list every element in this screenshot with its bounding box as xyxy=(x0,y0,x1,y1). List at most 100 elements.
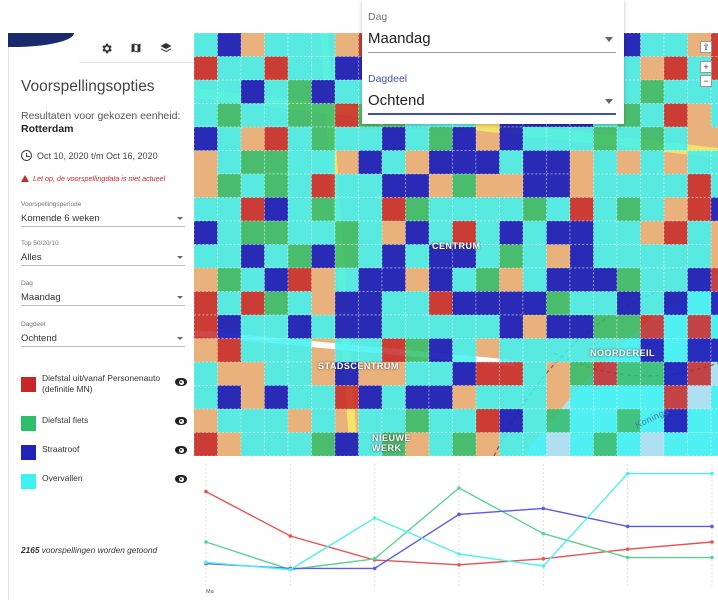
grid-cell[interactable] xyxy=(217,267,242,292)
grid-cell[interactable] xyxy=(663,173,688,198)
grid-cell[interactable] xyxy=(710,338,718,363)
grid-cell[interactable] xyxy=(217,244,242,269)
grid-cell[interactable] xyxy=(194,291,218,316)
grid-cell[interactable] xyxy=(287,33,312,57)
grid-cell[interactable] xyxy=(546,126,571,151)
grid-cell[interactable] xyxy=(475,361,500,386)
grid-cell[interactable] xyxy=(405,173,430,198)
grid-cell[interactable] xyxy=(687,173,712,198)
grid-cell[interactable] xyxy=(428,150,453,175)
grid-cell[interactable] xyxy=(616,267,641,292)
grid-cell[interactable] xyxy=(287,361,312,386)
grid-cell[interactable] xyxy=(569,314,594,339)
grid-cell[interactable] xyxy=(287,103,312,128)
grid-cell[interactable] xyxy=(452,338,477,363)
grid-cell[interactable] xyxy=(452,220,477,245)
grid-cell[interactable] xyxy=(452,291,477,316)
day-select[interactable]: Dag Maandag xyxy=(21,280,185,306)
grid-cell[interactable] xyxy=(546,267,571,292)
grid-cell[interactable] xyxy=(264,291,289,316)
grid-cell[interactable] xyxy=(640,126,665,151)
chevron-down-icon[interactable] xyxy=(605,99,613,104)
grid-cell[interactable] xyxy=(640,173,665,198)
grid-cell[interactable] xyxy=(358,197,383,222)
grid-cell[interactable] xyxy=(452,432,477,457)
grid-cell[interactable] xyxy=(616,126,641,151)
grid-cell[interactable] xyxy=(334,385,359,410)
grid-cell[interactable] xyxy=(593,314,618,339)
grid-cell[interactable] xyxy=(710,33,718,57)
grid-cell[interactable] xyxy=(194,244,218,269)
grid-cell[interactable] xyxy=(311,408,336,433)
grid-cell[interactable] xyxy=(217,314,242,339)
grid-cell[interactable] xyxy=(710,197,718,222)
grid-cell[interactable] xyxy=(593,150,618,175)
grid-cell[interactable] xyxy=(428,197,453,222)
grid-cell[interactable] xyxy=(358,385,383,410)
grid-cell[interactable] xyxy=(546,314,571,339)
grid-cell[interactable] xyxy=(194,314,218,339)
grid-cell[interactable] xyxy=(593,197,618,222)
grid-cell[interactable] xyxy=(287,79,312,104)
grid-cell[interactable] xyxy=(217,173,242,198)
grid-cell[interactable] xyxy=(593,267,618,292)
grid-cell[interactable] xyxy=(381,267,406,292)
grid-cell[interactable] xyxy=(194,220,218,245)
grid-cell[interactable] xyxy=(217,79,242,104)
grid-cell[interactable] xyxy=(334,79,359,104)
grid-cell[interactable] xyxy=(710,173,718,198)
grid-cell[interactable] xyxy=(475,150,500,175)
grid-cell[interactable] xyxy=(334,220,359,245)
grid-cell[interactable] xyxy=(334,173,359,198)
layers-icon[interactable] xyxy=(157,39,175,57)
grid-cell[interactable] xyxy=(663,79,688,104)
grid-cell[interactable] xyxy=(334,338,359,363)
grid-cell[interactable] xyxy=(640,197,665,222)
grid-cell[interactable] xyxy=(194,197,218,222)
grid-cell[interactable] xyxy=(240,197,265,222)
grid-cell[interactable] xyxy=(687,314,712,339)
grid-cell[interactable] xyxy=(240,244,265,269)
grid-cell[interactable] xyxy=(593,385,618,410)
grid-cell[interactable] xyxy=(428,291,453,316)
grid-cell[interactable] xyxy=(640,338,665,363)
grid-cell[interactable] xyxy=(522,173,547,198)
grid-cell[interactable] xyxy=(522,361,547,386)
grid-cell[interactable] xyxy=(499,244,524,269)
grid-cell[interactable] xyxy=(640,150,665,175)
grid-cell[interactable] xyxy=(569,220,594,245)
grid-cell[interactable] xyxy=(522,267,547,292)
grid-cell[interactable] xyxy=(499,361,524,386)
grid-cell[interactable] xyxy=(522,291,547,316)
grid-cell[interactable] xyxy=(687,338,712,363)
grid-cell[interactable] xyxy=(428,432,453,457)
grid-cell[interactable] xyxy=(522,385,547,410)
grid-cell[interactable] xyxy=(663,291,688,316)
grid-cell[interactable] xyxy=(264,197,289,222)
grid-cell[interactable] xyxy=(311,33,336,57)
grid-cell[interactable] xyxy=(334,361,359,386)
grid-cell[interactable] xyxy=(264,314,289,339)
grid-cell[interactable] xyxy=(264,126,289,151)
grid-cell[interactable] xyxy=(334,197,359,222)
grid-cell[interactable] xyxy=(640,33,665,57)
grid-cell[interactable] xyxy=(405,244,430,269)
grid-cell[interactable] xyxy=(358,244,383,269)
grid-cell[interactable] xyxy=(240,408,265,433)
grid-cell[interactable] xyxy=(569,361,594,386)
grid-cell[interactable] xyxy=(287,197,312,222)
grid-cell[interactable] xyxy=(499,408,524,433)
grid-cell[interactable] xyxy=(522,220,547,245)
grid-cell[interactable] xyxy=(428,220,453,245)
grid-cell[interactable] xyxy=(546,408,571,433)
grid-cell[interactable] xyxy=(452,408,477,433)
grid-cell[interactable] xyxy=(616,244,641,269)
grid-cell[interactable] xyxy=(334,103,359,128)
grid-cell[interactable] xyxy=(381,126,406,151)
grid-cell[interactable] xyxy=(475,385,500,410)
grid-cell[interactable] xyxy=(593,220,618,245)
grid-cell[interactable] xyxy=(522,338,547,363)
grid-cell[interactable] xyxy=(452,197,477,222)
grid-cell[interactable] xyxy=(546,291,571,316)
map-icon[interactable] xyxy=(127,39,145,57)
